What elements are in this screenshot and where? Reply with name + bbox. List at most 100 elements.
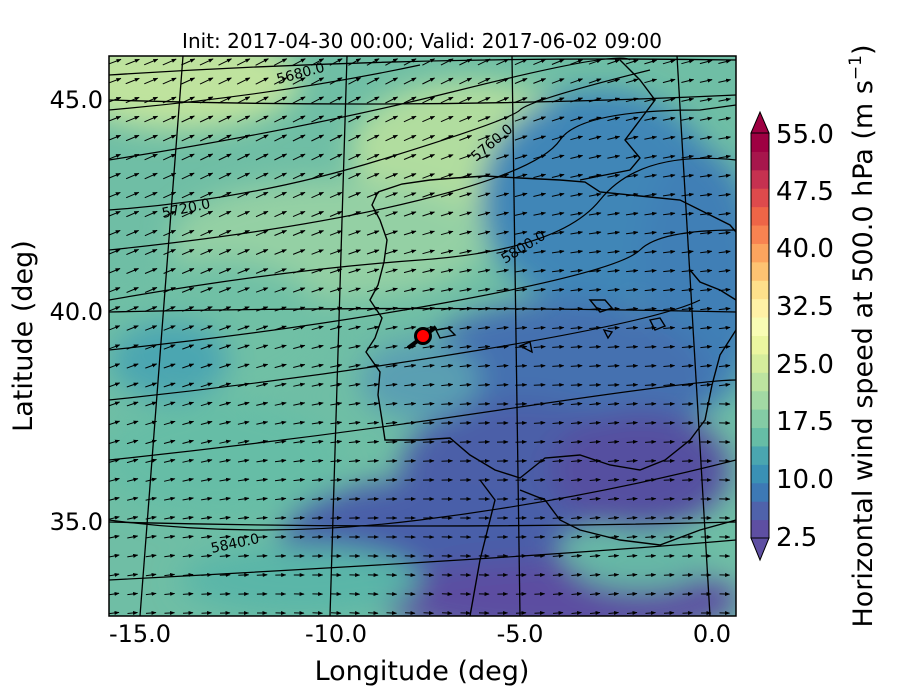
wind-vector [608,439,620,444]
wind-vector [126,268,139,274]
wind-vector [478,401,491,406]
wind-vector [570,420,583,425]
wind-vector [534,572,546,577]
wind-vector [515,382,528,387]
wind-vector [514,249,528,254]
wind-vector [681,192,694,197]
wind-vector [237,439,250,444]
colorbar-bands [751,133,769,539]
wind-vector [552,363,565,368]
wind-vector [588,173,602,178]
wind-vector [144,153,158,161]
wind-vector [552,496,564,501]
wind-vector [181,191,195,199]
wind-vector [126,229,140,237]
wind-vector [182,344,195,350]
wind-vector [145,344,158,350]
wind-vector [329,153,343,161]
wind-vector [127,534,139,539]
wind-vector [293,344,306,350]
wind-vector [182,363,195,369]
wind-vector [403,173,417,179]
wind-vector [182,534,194,539]
coastlines [365,59,736,616]
wind-vector [644,135,658,140]
wind-vector [145,515,157,520]
wind-vector [644,173,657,178]
wind-vector [607,78,621,84]
wind-vector [293,363,306,368]
wind-vector [514,58,528,66]
wind-vector [663,458,675,463]
wind-vector [237,153,251,161]
wind-vector [126,439,139,445]
wind-vector [663,287,676,292]
wind-vector [255,249,269,255]
wind-vector [162,153,177,161]
wind-vector [292,210,306,218]
wind-vector [330,325,343,331]
wind-vector [700,211,713,216]
wind-vector [385,96,399,104]
colorbar-label-close: ) [848,44,879,55]
location-marker [406,325,438,350]
colorbar-band [751,335,769,355]
wind-vector [200,229,213,237]
wind-vector [626,534,638,539]
wind-vector [126,420,139,426]
wind-vector [496,325,509,330]
wind-vector [144,191,158,199]
wind-vector [145,363,158,369]
wind-vector [663,572,675,577]
wind-vector [163,268,176,274]
wind-vector [404,439,417,444]
wind-vector [663,211,676,216]
wind-vector [293,439,306,444]
wind-vector [422,77,436,85]
wind-vector [274,96,288,104]
wind-vector [496,97,510,103]
wind-vector [329,115,343,123]
wind-vector [348,306,361,312]
wind-vector [109,496,120,501]
wind-vector [385,401,398,406]
wind-vector [293,496,305,501]
wind-vector [552,610,564,615]
wind-vector [237,382,250,388]
wind-vector [663,363,676,368]
wind-vector [644,192,657,197]
wind-vector [330,496,342,501]
wind-vector [571,496,583,501]
wind-vector [588,97,602,103]
wind-vector [181,172,195,180]
colorbar-band [751,243,769,263]
wind-vector [311,325,324,331]
wind-vector [459,287,472,292]
wind-vector [626,439,638,444]
wind-vector [477,116,491,122]
wind-vector [496,382,509,387]
wind-vector [552,591,564,596]
wind-vector [589,325,602,330]
wind-vector [164,534,176,539]
wind-vector [199,96,214,104]
wind-vector [626,306,639,311]
wind-vector [551,154,565,160]
wind-vector [514,116,528,122]
wind-vector [164,610,175,615]
colorbar-tick-label: 17.5 [776,407,834,437]
wind-vector [163,191,177,199]
wind-vector [681,78,695,83]
wind-vector [236,77,251,85]
wind-vector [422,306,435,311]
wind-vector [422,173,435,179]
wind-vector [311,401,324,406]
wind-vector [588,211,602,216]
wind-vector [608,496,620,501]
wind-vector [293,420,306,425]
wind-vector [366,230,380,236]
wind-vector [182,477,194,482]
wind-vector [422,268,435,273]
wind-vector [274,115,288,123]
wind-vector [534,534,546,539]
